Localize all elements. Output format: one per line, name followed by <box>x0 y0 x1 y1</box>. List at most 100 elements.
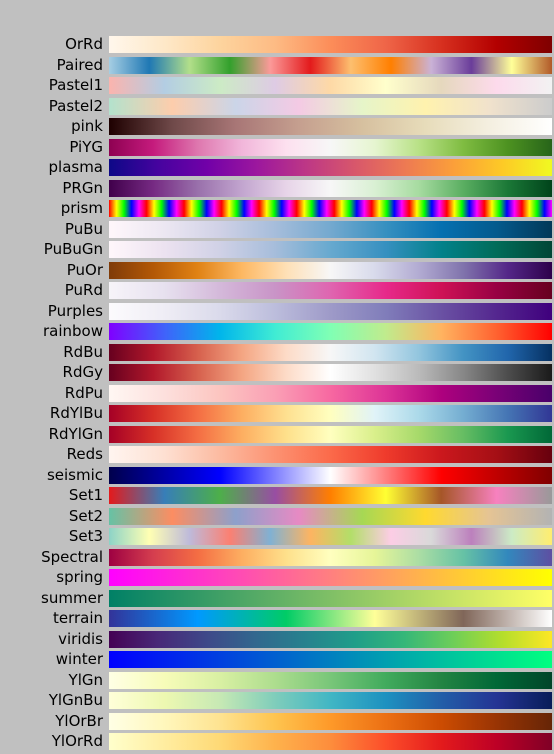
colormap-bar <box>109 733 552 750</box>
colormap-bar <box>109 487 552 504</box>
colormap-bar <box>109 261 552 279</box>
colormap-label: prism <box>60 199 103 217</box>
colormap-bar <box>109 302 552 320</box>
colormap-bar <box>109 384 552 402</box>
colormap-row: Purples <box>0 302 554 323</box>
colormap-bar <box>109 569 552 586</box>
colormap-label: Purples <box>47 301 103 320</box>
colormap-bar <box>109 200 552 217</box>
colormap-label: PuBu <box>64 219 103 238</box>
colormap-row: RdBu <box>0 343 554 364</box>
colormap-bar <box>109 610 552 627</box>
colormap-label: OrRd <box>65 35 103 53</box>
colormap-row: pink <box>0 117 554 138</box>
colormap-label: Spectral <box>41 547 103 566</box>
colormap-label: plasma <box>48 158 104 176</box>
colormap-row: rainbow <box>0 322 554 343</box>
colormap-label: PuRd <box>64 281 103 299</box>
colormap-row: Pastel1 <box>0 76 554 97</box>
colormap-row: seismic <box>0 466 554 487</box>
colormap-bar <box>109 179 552 197</box>
colormap-label: YlOrRd <box>51 732 103 750</box>
colormap-bar <box>109 159 552 176</box>
colormap-label: YlOrBr <box>55 711 103 730</box>
colormap-row: PRGn <box>0 179 554 200</box>
colormap-label: Set2 <box>68 506 103 525</box>
colormap-bar <box>109 425 552 443</box>
colormap-label: YlGnBu <box>48 691 103 709</box>
colormap-bar <box>109 97 552 115</box>
colormap-label: Pastel2 <box>48 96 103 115</box>
colormap-bar <box>109 405 552 422</box>
colormap-row: OrRd <box>0 35 554 56</box>
colormap-row: Reds <box>0 445 554 466</box>
colormap-row: Set3 <box>0 527 554 548</box>
colormap-bar <box>109 323 552 340</box>
colormap-bar <box>109 343 552 361</box>
colormap-bar <box>109 651 552 668</box>
colormap-bar <box>109 118 552 135</box>
colormap-label: Paired <box>56 55 103 74</box>
colormap-bar <box>109 282 552 299</box>
colormap-bar <box>109 671 552 689</box>
colormap-row: RdYlGn <box>0 425 554 446</box>
colormap-label: Pastel1 <box>48 76 103 94</box>
colormap-bar <box>109 56 552 74</box>
colormap-bar <box>109 220 552 238</box>
colormap-label: RdYlGn <box>48 424 103 443</box>
colormap-label: rainbow <box>43 322 103 340</box>
colormap-label: terrain <box>52 609 103 627</box>
colormap-bar <box>109 36 552 53</box>
colormap-bar <box>109 446 552 463</box>
colormap-row: spring <box>0 568 554 589</box>
colormap-row: PuOr <box>0 261 554 282</box>
colormap-label: RdBu <box>63 342 103 361</box>
colormap-bar <box>109 692 552 709</box>
colormap-label: seismic <box>46 465 103 484</box>
colormap-bar <box>109 466 552 484</box>
colormap-row: Pastel2 <box>0 97 554 118</box>
colormap-row: RdYlBu <box>0 404 554 425</box>
colormap-label: Reds <box>66 445 103 463</box>
colormap-row: Spectral <box>0 548 554 569</box>
colormap-row: PuBu <box>0 220 554 241</box>
colormap-label: PRGn <box>62 178 103 197</box>
colormap-row: winter <box>0 650 554 671</box>
colormap-row: YlGnBu <box>0 691 554 712</box>
colormap-row: Set1 <box>0 486 554 507</box>
colormap-label: RdPu <box>64 383 103 402</box>
colormap-row: YlOrBr <box>0 712 554 733</box>
colormap-row: RdPu <box>0 384 554 405</box>
colormap-label: spring <box>56 568 103 586</box>
colormap-label: summer <box>41 588 103 607</box>
colormap-row: terrain <box>0 609 554 630</box>
colormap-row: viridis <box>0 630 554 651</box>
colormap-bar <box>109 138 552 156</box>
colormap-bar <box>109 241 552 258</box>
colormap-bar <box>109 630 552 648</box>
colormap-row: PuBuGn <box>0 240 554 261</box>
colormap-row: YlOrRd <box>0 732 554 753</box>
colormap-bar <box>109 548 552 566</box>
colormap-label: Set1 <box>68 486 103 504</box>
colormap-label: RdGy <box>62 363 103 381</box>
colormap-bar <box>109 712 552 730</box>
colormap-bar <box>109 507 552 525</box>
colormap-row: Set2 <box>0 507 554 528</box>
colormap-label: winter <box>55 650 103 668</box>
colormap-label: PuOr <box>66 260 103 279</box>
colormap-row: YlGn <box>0 671 554 692</box>
colormap-row: PuRd <box>0 281 554 302</box>
colormap-label: Set3 <box>68 527 103 545</box>
colormap-row: Paired <box>0 56 554 77</box>
colormap-label: PuBuGn <box>43 240 103 258</box>
colormap-bar <box>109 77 552 94</box>
colormap-row: RdGy <box>0 363 554 384</box>
colormap-label: viridis <box>58 629 103 648</box>
colormap-bar <box>109 364 552 381</box>
colormap-row: prism <box>0 199 554 220</box>
colormap-label: PiYG <box>69 137 103 156</box>
colormap-bar <box>109 589 552 607</box>
colormap-label: RdYlBu <box>49 404 103 422</box>
